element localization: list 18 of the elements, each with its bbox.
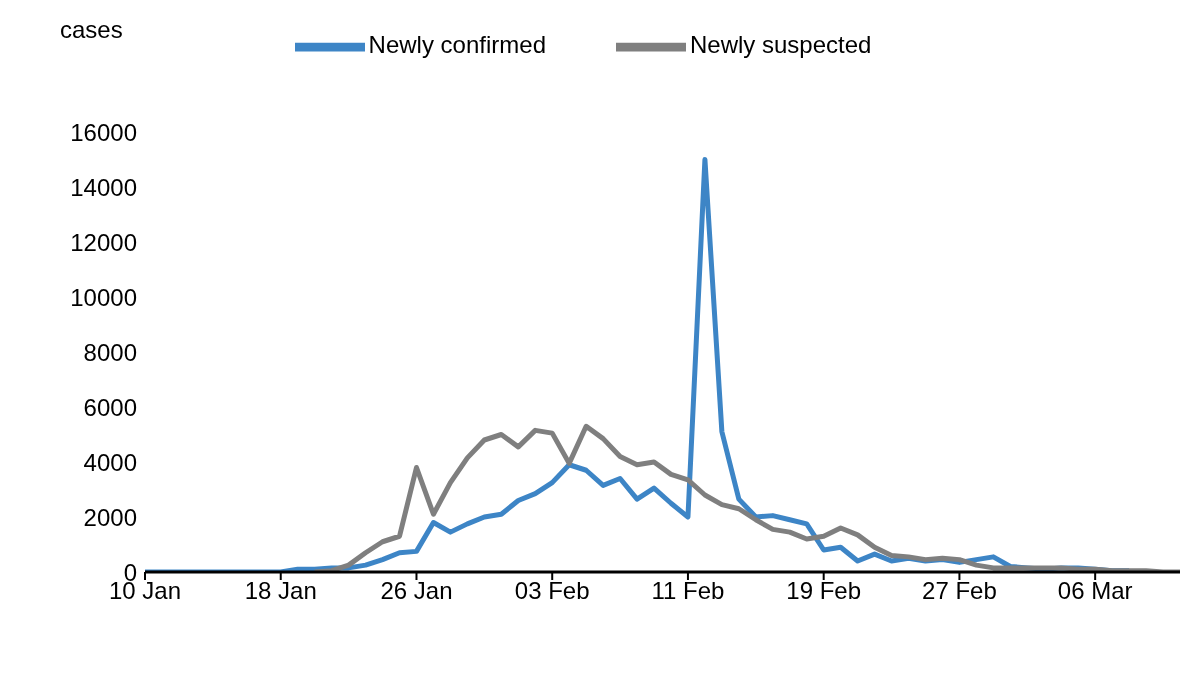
- x-tick-label: 19 Feb: [786, 577, 862, 605]
- x-tick-label: 18 Jan: [244, 577, 317, 605]
- y-tick-label: 10000: [70, 283, 137, 311]
- y-tick-label: 16000: [70, 118, 137, 146]
- y-tick-label: 14000: [70, 173, 137, 201]
- legend-label: Newly suspected: [689, 31, 872, 59]
- x-tick-label: 27 Feb: [922, 577, 997, 605]
- x-tick-label: 11 Feb: [651, 577, 725, 605]
- y-tick-label: 2000: [83, 503, 137, 531]
- x-tick-label: 03 Feb: [514, 577, 590, 605]
- y-tick-label: 12000: [70, 228, 137, 256]
- y-tick-label: 8000: [83, 338, 137, 366]
- legend-label: Newly confirmed: [368, 31, 546, 59]
- y-axis-title: cases: [60, 16, 123, 44]
- x-tick-label: 06 Mar: [1057, 577, 1133, 605]
- y-tick-label: 6000: [83, 393, 137, 421]
- x-tick-label: 26 Jan: [380, 577, 453, 605]
- y-tick-label: 4000: [83, 448, 137, 476]
